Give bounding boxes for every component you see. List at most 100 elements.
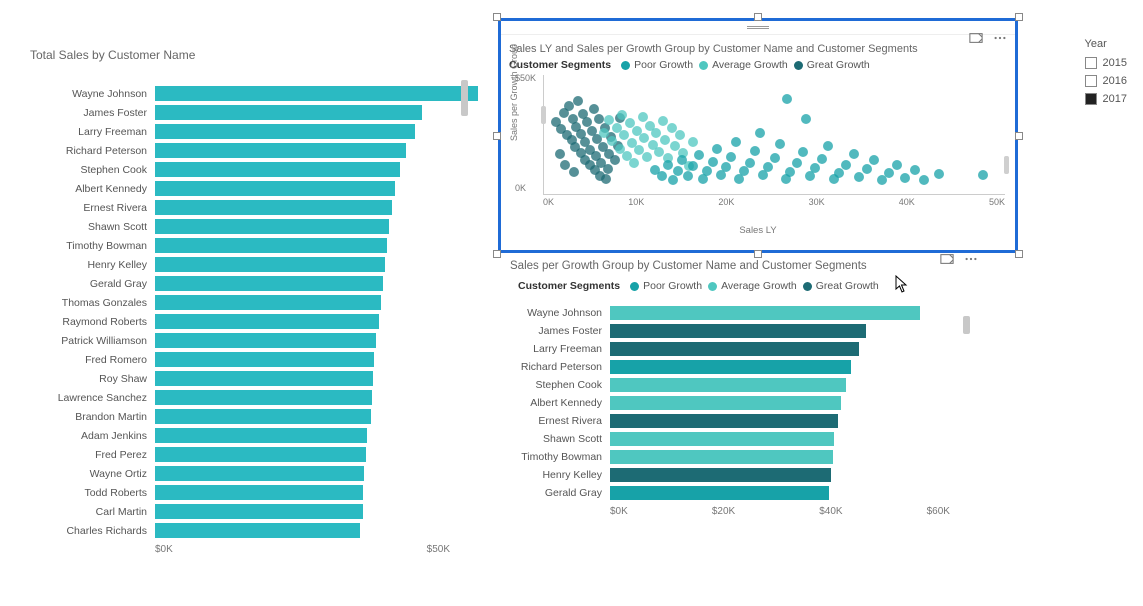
scatter-point[interactable] <box>798 147 808 157</box>
scatter-point[interactable] <box>573 96 583 106</box>
bar-row[interactable]: Larry Freeman <box>510 340 950 358</box>
scatter-point[interactable] <box>610 155 620 165</box>
bar-row[interactable]: Todd Roberts <box>30 483 450 502</box>
scatter-point[interactable] <box>658 116 668 126</box>
visual-drag-header[interactable] <box>501 21 1015 35</box>
bar-row[interactable]: Henry Kelley <box>30 255 450 274</box>
scatter-point[interactable] <box>823 141 833 151</box>
scatter-point[interactable] <box>708 157 718 167</box>
bar-row[interactable]: Wayne Ortiz <box>30 464 450 483</box>
bar-row[interactable]: James Foster <box>510 322 950 340</box>
scatter-point[interactable] <box>810 163 820 173</box>
bar-row[interactable]: Carl Martin <box>30 502 450 521</box>
year-slicer[interactable]: Year 201520162017 <box>1085 38 1127 108</box>
scatter-point[interactable] <box>731 137 741 147</box>
scatter-point[interactable] <box>775 139 785 149</box>
bar-row[interactable]: Thomas Gonzales <box>30 293 450 312</box>
scatter-point[interactable] <box>694 150 704 160</box>
more-options-icon[interactable] <box>993 31 1007 48</box>
bar-row[interactable]: Fred Romero <box>30 350 450 369</box>
scrollbar-thumb[interactable] <box>461 80 468 116</box>
scatter-point[interactable] <box>712 144 722 154</box>
scatter-point[interactable] <box>660 135 670 145</box>
scatter-point[interactable] <box>555 149 565 159</box>
scatter-point[interactable] <box>900 173 910 183</box>
bar-row[interactable]: Albert Kennedy <box>510 394 950 412</box>
bar-row[interactable]: Albert Kennedy <box>30 179 450 198</box>
scatter-point[interactable] <box>834 168 844 178</box>
scatter-point[interactable] <box>657 171 667 181</box>
scatter-point[interactable] <box>892 160 902 170</box>
bar-row[interactable]: Brandon Martin <box>30 407 450 426</box>
scatter-point[interactable] <box>698 174 708 184</box>
scatter-point[interactable] <box>841 160 851 170</box>
scatter-point[interactable] <box>745 158 755 168</box>
year-option[interactable]: 2015 <box>1085 54 1127 72</box>
scatter-chart-visual[interactable]: Sales LY and Sales per Growth Group by C… <box>498 18 1018 253</box>
scatter-point[interactable] <box>801 114 811 124</box>
bar-row[interactable]: Shawn Scott <box>510 430 950 448</box>
scatter-point[interactable] <box>755 128 765 138</box>
bar-row[interactable]: Roy Shaw <box>30 369 450 388</box>
scatter-point[interactable] <box>688 137 698 147</box>
bar-row[interactable]: Raymond Roberts <box>30 312 450 331</box>
scatter-point[interactable] <box>862 164 872 174</box>
focus-mode-icon[interactable] <box>969 31 983 48</box>
bar-row[interactable]: Timothy Bowman <box>30 236 450 255</box>
bar-row[interactable]: Gerald Gray <box>30 274 450 293</box>
bar-row[interactable]: Stephen Cook <box>30 160 450 179</box>
scatter-point[interactable] <box>668 175 678 185</box>
year-option[interactable]: 2016 <box>1085 72 1127 90</box>
bar-row[interactable]: Wayne Johnson <box>30 84 450 103</box>
bar-row[interactable]: Charles Richards <box>30 521 450 540</box>
scatter-point[interactable] <box>629 158 639 168</box>
scrollbar-thumb[interactable] <box>541 106 546 124</box>
scatter-point[interactable] <box>750 146 760 156</box>
scatter-point[interactable] <box>594 114 604 124</box>
scatter-point[interactable] <box>675 130 685 140</box>
bar-row[interactable]: Lawrence Sanchez <box>30 388 450 407</box>
scatter-point[interactable] <box>934 169 944 179</box>
scatter-point[interactable] <box>763 162 773 172</box>
more-options-icon[interactable] <box>964 252 978 269</box>
bar-row[interactable]: James Foster <box>30 103 450 122</box>
scatter-point[interactable] <box>817 154 827 164</box>
scatter-point[interactable] <box>677 155 687 165</box>
scatter-point[interactable] <box>642 152 652 162</box>
scatter-point[interactable] <box>869 155 879 165</box>
scatter-point[interactable] <box>910 165 920 175</box>
scatter-point[interactable] <box>884 168 894 178</box>
year-option[interactable]: 2017 <box>1085 90 1127 108</box>
bar-row[interactable]: Stephen Cook <box>510 376 950 394</box>
scatter-point[interactable] <box>617 110 627 120</box>
scrollbar-thumb[interactable] <box>1004 156 1009 174</box>
scatter-point[interactable] <box>782 94 792 104</box>
bar-row[interactable]: Shawn Scott <box>30 217 450 236</box>
scatter-point[interactable] <box>673 166 683 176</box>
bar-row[interactable]: Richard Peterson <box>510 358 950 376</box>
bar-row[interactable]: Adam Jenkins <box>30 426 450 445</box>
scatter-point[interactable] <box>601 174 611 184</box>
scatter-point[interactable] <box>770 153 780 163</box>
focus-mode-icon[interactable] <box>940 252 954 269</box>
scatter-point[interactable] <box>688 161 698 171</box>
bar-row[interactable]: Timothy Bowman <box>510 448 950 466</box>
bar-row[interactable]: Patrick Williamson <box>30 331 450 350</box>
scatter-point[interactable] <box>589 104 599 114</box>
bar-row[interactable]: Ernest Rivera <box>510 412 950 430</box>
scatter-point[interactable] <box>785 167 795 177</box>
scatter-point[interactable] <box>792 158 802 168</box>
scatter-point[interactable] <box>721 162 731 172</box>
scatter-point[interactable] <box>599 128 609 138</box>
scatter-point[interactable] <box>569 167 579 177</box>
scatter-point[interactable] <box>919 175 929 185</box>
scatter-point[interactable] <box>702 166 712 176</box>
scatter-plot-area[interactable] <box>543 75 1005 195</box>
bar-row[interactable]: Richard Peterson <box>30 141 450 160</box>
scatter-point[interactable] <box>978 170 988 180</box>
growth-group-bar-chart[interactable]: Sales per Growth Group by Customer Name … <box>510 260 950 517</box>
scatter-point[interactable] <box>603 164 613 174</box>
bar-row[interactable]: Larry Freeman <box>30 122 450 141</box>
scatter-point[interactable] <box>683 171 693 181</box>
bar-row[interactable]: Gerald Gray <box>510 484 950 502</box>
